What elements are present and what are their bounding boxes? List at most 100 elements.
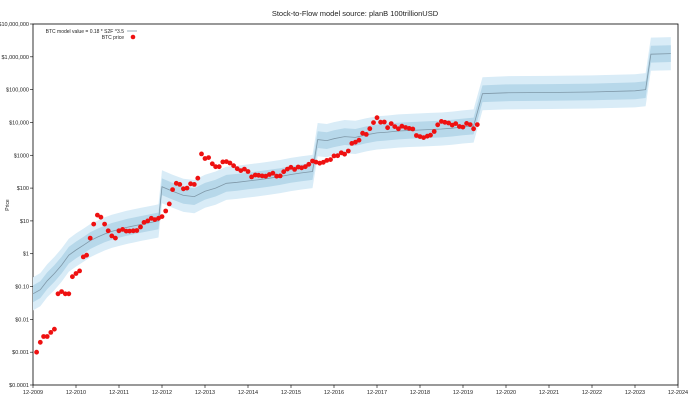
price-dot	[245, 169, 251, 174]
price-dot	[431, 129, 437, 134]
price-dot	[77, 268, 82, 274]
model-band-inner	[33, 45, 671, 303]
price-dot	[59, 289, 64, 294]
price-dot	[84, 252, 89, 258]
price-dot	[130, 228, 136, 234]
y-tick-label: $0.01	[15, 317, 29, 323]
x-tick-label: 12-2009	[23, 390, 43, 396]
x-tick-label: 12-2019	[453, 390, 473, 396]
price-dot	[91, 221, 97, 227]
price-dot	[116, 228, 122, 234]
x-tick-label: 12-2024	[668, 390, 688, 396]
y-tick-label: $0.0001	[9, 383, 29, 389]
price-dot	[145, 218, 151, 224]
price-dot	[403, 125, 408, 130]
price-dot	[342, 151, 347, 157]
price-dot	[331, 153, 337, 159]
price-dot	[37, 339, 43, 345]
price-dot	[220, 159, 226, 165]
price-dot	[181, 186, 186, 192]
model-band-inner-area	[33, 45, 671, 303]
price-dot	[206, 155, 212, 161]
price-dot	[227, 160, 233, 166]
x-tick-label: 12-2018	[410, 390, 430, 396]
price-dot	[166, 201, 172, 207]
price-dot	[152, 217, 158, 223]
price-dot	[113, 235, 118, 241]
price-dot	[163, 208, 169, 214]
price-dot	[87, 235, 93, 241]
price-dot	[396, 126, 401, 132]
price-dot	[120, 227, 125, 232]
price-dot	[302, 164, 308, 170]
price-dot	[34, 349, 39, 355]
price-dot	[191, 182, 197, 187]
price-dot	[410, 126, 416, 132]
price-dot	[52, 326, 57, 332]
x-tick-label: 12-2023	[625, 390, 645, 396]
price-dot	[324, 158, 330, 163]
price-dot	[188, 181, 194, 187]
price-dot	[335, 153, 341, 159]
plot-frame	[32, 23, 679, 386]
price-dot	[195, 175, 201, 181]
price-dot	[274, 173, 279, 179]
price-dot	[102, 221, 107, 227]
price-dot	[363, 132, 369, 137]
x-tick-label: 12-2021	[539, 390, 559, 396]
price-dot	[471, 126, 476, 132]
price-dot	[209, 161, 215, 167]
price-dot	[388, 121, 394, 126]
price-dot	[184, 185, 190, 191]
price-dot	[356, 137, 362, 143]
y-axis: $0.0001 $0.001 $0.01 $0.10 $1 $10 $100 $1000 $10…	[0, 22, 33, 389]
price-dot	[399, 123, 405, 129]
y-tick-label: $100,000	[6, 88, 29, 94]
price-dot	[428, 132, 433, 138]
y-tick-label: $1,000,000	[1, 55, 29, 61]
price-dot	[66, 291, 72, 297]
price-dot	[170, 187, 176, 193]
price-dot	[421, 135, 426, 141]
price-dot	[123, 228, 129, 234]
price-dot	[238, 168, 244, 174]
price-dot	[281, 169, 287, 175]
price-dot	[392, 124, 398, 129]
price-dot	[367, 126, 373, 132]
price-dot	[328, 157, 333, 163]
price-dot	[374, 115, 380, 121]
price-dot	[417, 134, 423, 140]
price-dot	[313, 159, 319, 165]
price-dot	[249, 174, 255, 180]
price-dot	[288, 164, 294, 170]
y-tick-label: $1000	[14, 153, 29, 159]
price-dot	[62, 291, 68, 297]
x-tick-label: 12-2017	[367, 390, 387, 396]
y-axis-label: Price	[5, 199, 11, 211]
price-dot	[442, 119, 448, 125]
price-dot	[381, 119, 387, 125]
price-dot	[446, 120, 451, 126]
model-band-outer	[33, 37, 671, 311]
price-dot	[216, 164, 222, 170]
price-dot	[44, 334, 50, 339]
x-tick-label: 12-2016	[324, 390, 344, 396]
price-dot	[360, 130, 365, 136]
price-dot	[353, 139, 358, 145]
price-dot	[177, 182, 183, 187]
price-dot	[134, 228, 140, 233]
price-dot	[385, 125, 390, 131]
plot-area	[32, 23, 679, 386]
legend-model-label: BTC model value = 0.18 * S2F ^3.5	[46, 29, 125, 35]
price-dot	[467, 122, 473, 127]
legend-dot-swatch	[130, 34, 136, 40]
price-dot	[299, 165, 304, 171]
price-dot	[406, 125, 412, 131]
price-dot	[453, 121, 459, 126]
price-dot	[202, 156, 208, 161]
price-dot	[414, 133, 419, 138]
price-dot	[213, 164, 219, 170]
y-tick-label: $0.001	[12, 350, 29, 356]
price-dot	[345, 148, 351, 154]
